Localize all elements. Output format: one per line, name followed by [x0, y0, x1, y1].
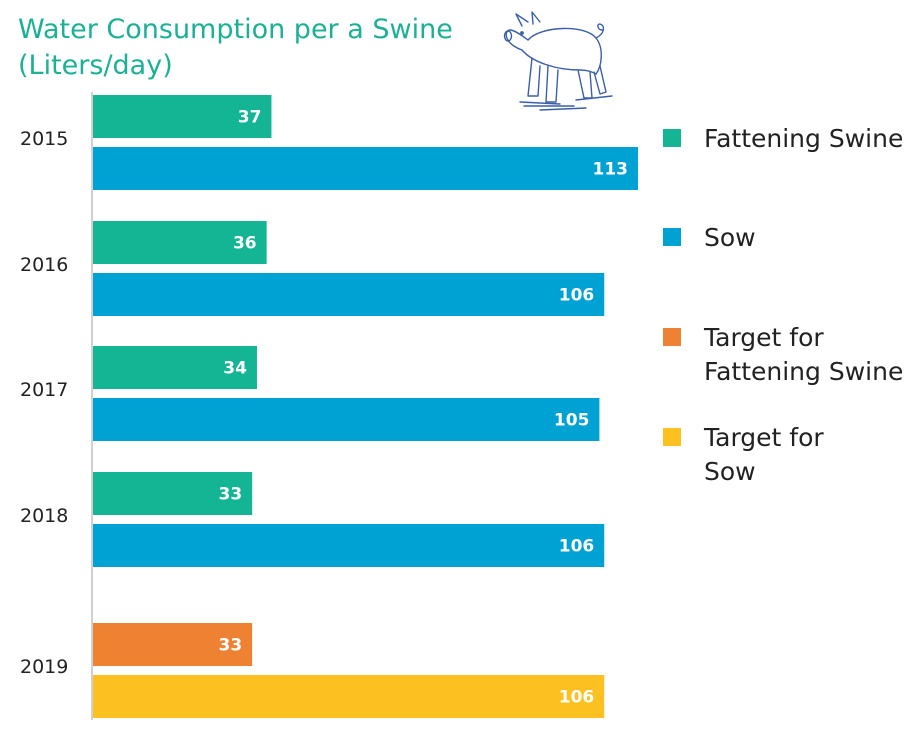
legend-swatch: [663, 328, 681, 346]
legend-entry: Fattening Swine: [704, 124, 903, 153]
legend-swatch: [663, 129, 681, 147]
legend-entry: Sow: [704, 223, 756, 252]
bar-2017-sow: [93, 398, 600, 441]
bar-2017-fattening-swine: [93, 346, 257, 389]
legend-entry: Target for Fattening Swine: [703, 323, 903, 386]
data-label: 106: [559, 688, 595, 708]
data-label: 33: [218, 485, 242, 505]
y-tick-label: 2019: [20, 656, 68, 678]
y-tick-label: 2016: [20, 254, 68, 276]
bars: 37 113 36 106 34 105 33 106 33 106: [93, 95, 638, 718]
data-label: 106: [559, 537, 595, 557]
data-label: 37: [238, 108, 262, 128]
y-tick-labels: 2015 2016 2017 2018 2019: [20, 128, 68, 678]
data-label: 33: [218, 636, 242, 656]
bar-2018-sow: [93, 524, 605, 567]
data-label: 34: [223, 359, 247, 379]
y-tick-label: 2015: [20, 128, 68, 150]
bar-2018-fattening-swine: [93, 472, 253, 515]
pig-icon: [503, 11, 613, 111]
chart-title: Water Consumption per a Swine (Liters/day…: [18, 14, 453, 81]
chart-title-line: (Liters/day): [18, 50, 173, 81]
y-tick-label: 2017: [20, 379, 68, 401]
legend-entry: Target for Sow: [703, 423, 824, 486]
y-tick-label: 2018: [20, 505, 68, 527]
bar-2019-target-for-sow: [93, 675, 605, 718]
legend: Fattening Swine Sow Target for Fattening Sw…: [663, 124, 903, 486]
legend-swatch: [663, 428, 681, 446]
bar-2015-fattening-swine: [93, 95, 272, 138]
data-label: 106: [559, 286, 595, 306]
data-label: 36: [233, 234, 257, 254]
bar-2015-sow: [93, 147, 638, 190]
data-label: 113: [593, 160, 629, 180]
bar-2019-target-for-fattening-swine: [93, 623, 253, 666]
bar-2016-sow: [93, 273, 605, 316]
chart-title-line: Water Consumption per a Swine: [18, 14, 453, 45]
data-label: 105: [554, 411, 590, 431]
legend-swatch: [663, 228, 681, 246]
bar-2016-fattening-swine: [93, 221, 267, 264]
